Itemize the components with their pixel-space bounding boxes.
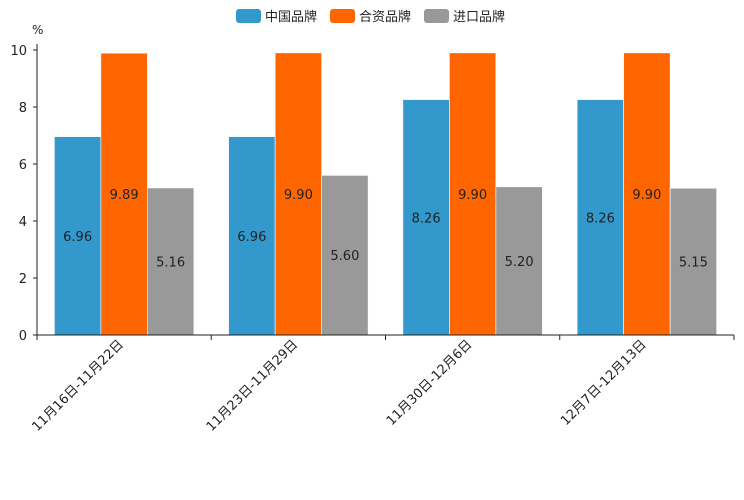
bar-value-label: 9.90 (458, 188, 487, 203)
y-tick-label: 2 (19, 272, 27, 287)
x-category-label: 11月30日-12月6日 (384, 337, 476, 429)
y-tick-label: 0 (19, 329, 27, 344)
bar (274, 52, 322, 336)
y-tick-label: 8 (19, 101, 27, 116)
legend-label: 中国品牌 (265, 9, 317, 25)
bar-value-label: 6.96 (63, 230, 92, 245)
bars-group: 6.96 6.96 8.26 8.26 9.89 9.90 9.90 9.90 5.16 5.60… (54, 52, 717, 336)
bar-value-label: 8.26 (586, 211, 615, 226)
legend-label: 合资品牌 (359, 9, 411, 25)
bar-value-label: 8.26 (412, 211, 441, 226)
legend-label: 进口品牌 (453, 9, 505, 25)
bar (147, 187, 195, 336)
bar (623, 52, 671, 336)
bar (321, 175, 369, 336)
bar-value-label: 5.20 (505, 255, 534, 270)
bar (100, 52, 148, 336)
bar-value-label: 5.60 (330, 249, 359, 264)
bar (228, 136, 276, 336)
legend-swatch (330, 9, 355, 23)
y-axis-unit-label: % (32, 23, 43, 37)
bar (402, 99, 450, 336)
y-tick-label: 10 (10, 44, 27, 59)
bar-value-label: 9.90 (632, 188, 661, 203)
bar (669, 187, 717, 336)
x-axis: 11月16日-11月22日 11月23日-11月29日 11月30日-12月6日 12… (29, 334, 735, 435)
bar-value-label: 6.96 (237, 230, 266, 245)
bar (449, 52, 497, 336)
x-category-label: 12月7日-12月13日 (558, 337, 650, 429)
bar-value-label: 9.89 (110, 188, 139, 203)
y-tick-label: 6 (19, 158, 27, 173)
bar-value-label: 9.90 (284, 188, 313, 203)
y-tick-label: 4 (19, 215, 27, 230)
bar (495, 186, 543, 336)
legend-swatch (424, 9, 449, 23)
bar-value-label: 5.16 (156, 255, 185, 270)
legend: 中国品牌 合资品牌 进口品牌 (236, 9, 505, 25)
x-category-label: 11月16日-11月22日 (29, 337, 126, 434)
legend-swatch (236, 9, 261, 23)
x-category-label: 11月23日-11月29日 (204, 337, 301, 434)
bar-value-label: 5.15 (679, 256, 708, 271)
y-axis: 0 2 4 6 8 10 (10, 44, 38, 344)
bar (576, 99, 624, 336)
